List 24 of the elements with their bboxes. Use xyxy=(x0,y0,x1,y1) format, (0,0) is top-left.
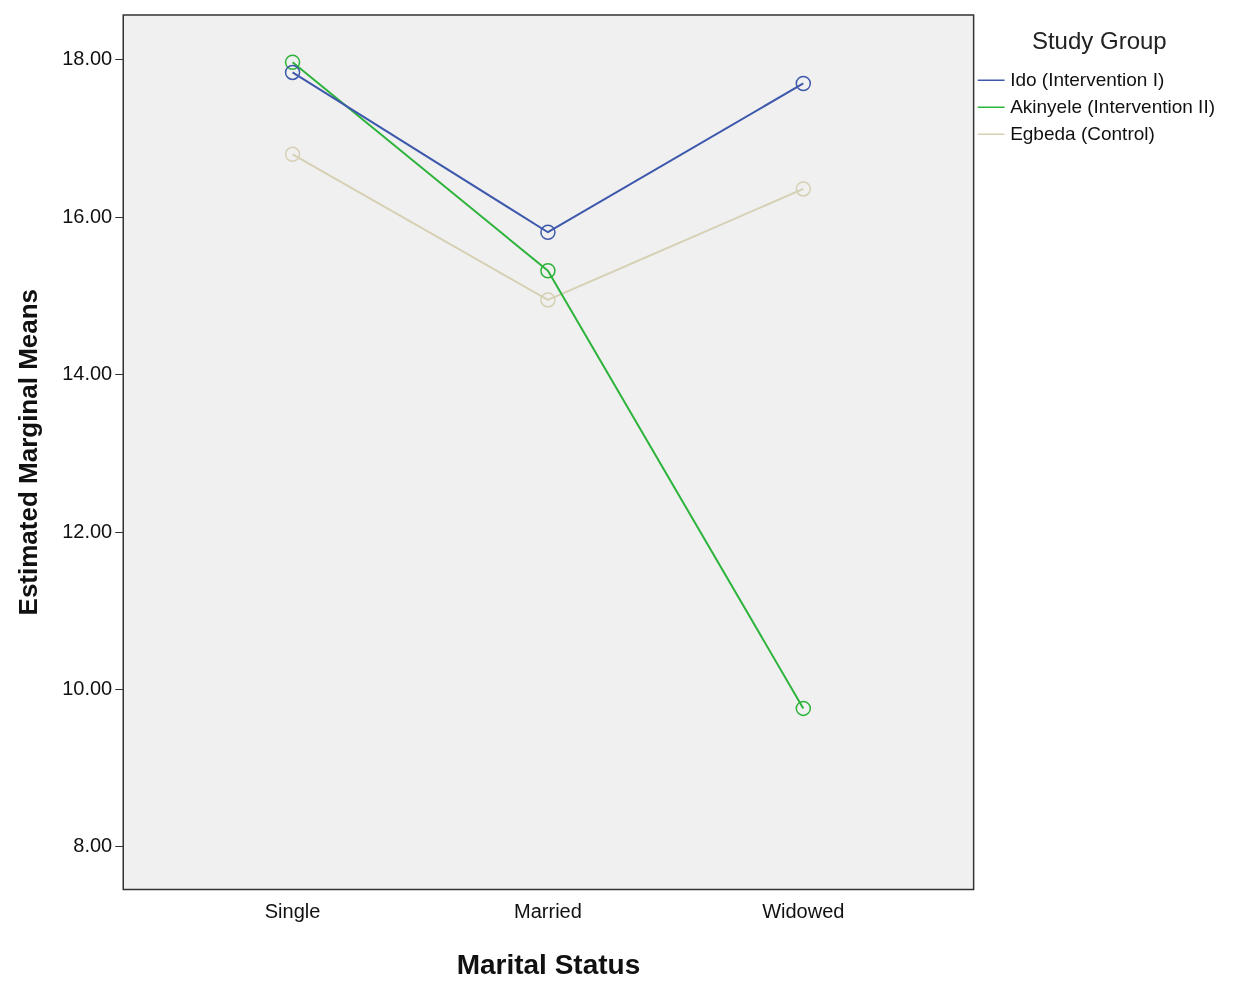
point xyxy=(795,181,812,197)
x-axis-title: Marital Status xyxy=(456,948,641,980)
y-tick-label: 16.00 xyxy=(62,204,113,227)
point xyxy=(795,700,812,717)
x-tick-label: Widowed xyxy=(762,899,845,922)
y-axis-title: Estimated Marginal Means xyxy=(12,288,43,616)
y-tick-label: 12.00 xyxy=(62,519,113,542)
point xyxy=(540,263,556,279)
point xyxy=(284,54,301,70)
x-tick-label: Married xyxy=(514,899,582,922)
legend-label: Akinyele (Intervention II) xyxy=(1010,95,1215,117)
y-tick-label: 18.00 xyxy=(62,47,113,70)
point xyxy=(540,224,556,240)
x-tick-label: Single xyxy=(264,899,321,922)
point xyxy=(284,146,301,163)
point xyxy=(284,64,301,81)
legend-label: Egbeda (Control) xyxy=(1010,122,1155,144)
legend-label: Ido (Intervention I) xyxy=(1010,68,1165,90)
y-tick-label: 8.00 xyxy=(73,834,113,857)
legend-title: Study Group xyxy=(1031,26,1167,54)
point xyxy=(795,75,812,92)
y-tick-label: 10.00 xyxy=(62,677,113,700)
point xyxy=(540,292,556,308)
y-tick-label: 14.00 xyxy=(62,362,113,385)
